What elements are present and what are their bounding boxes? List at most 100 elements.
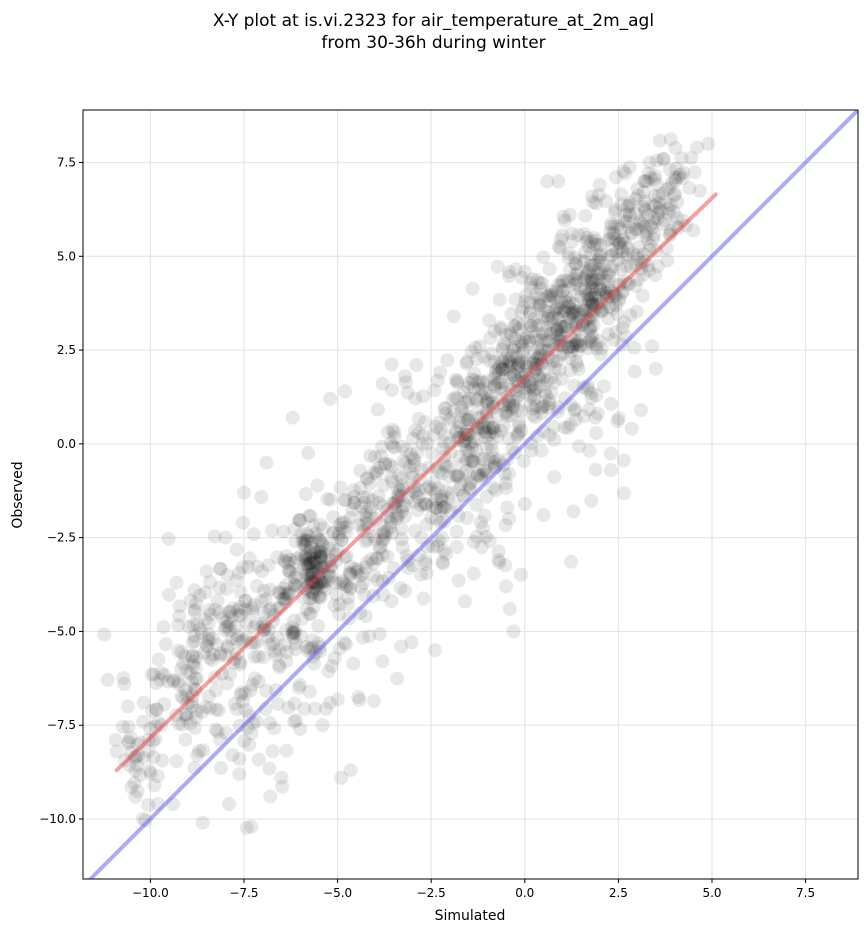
data-point xyxy=(249,616,264,631)
data-point xyxy=(424,498,439,513)
data-point xyxy=(510,429,525,444)
data-point xyxy=(525,324,540,339)
data-point xyxy=(373,540,388,555)
data-point xyxy=(229,573,244,588)
data-point xyxy=(179,707,194,722)
data-point xyxy=(398,509,413,524)
data-point xyxy=(604,262,619,277)
data-point xyxy=(531,318,546,332)
data-point xyxy=(606,226,621,241)
data-point xyxy=(343,580,358,595)
data-point xyxy=(580,335,595,350)
data-point xyxy=(546,420,561,435)
data-point xyxy=(296,532,311,547)
data-point xyxy=(501,354,516,369)
data-point xyxy=(363,448,378,463)
data-point xyxy=(222,623,237,638)
data-point xyxy=(293,677,308,692)
data-point xyxy=(511,359,526,374)
data-point xyxy=(431,481,446,496)
data-point xyxy=(531,298,546,313)
data-point xyxy=(208,722,223,737)
data-point xyxy=(607,205,622,220)
data-point xyxy=(589,388,604,403)
data-point xyxy=(437,435,452,450)
data-point xyxy=(484,425,499,439)
data-point xyxy=(535,342,550,357)
data-point xyxy=(323,391,338,406)
data-point xyxy=(232,565,246,580)
data-point xyxy=(613,262,628,277)
data-point xyxy=(603,446,618,461)
data-point xyxy=(287,696,302,711)
data-point xyxy=(213,561,228,576)
data-point xyxy=(558,295,573,309)
data-point xyxy=(357,588,372,602)
data-point xyxy=(508,331,523,346)
data-point xyxy=(339,579,354,594)
data-point xyxy=(343,581,358,596)
data-point xyxy=(510,357,525,372)
data-point xyxy=(411,483,426,498)
data-point xyxy=(462,477,477,492)
data-point xyxy=(298,487,313,501)
data-point xyxy=(301,558,316,573)
data-point xyxy=(348,561,363,576)
data-point xyxy=(330,692,345,707)
data-point xyxy=(565,306,580,321)
data-point xyxy=(553,301,568,316)
data-point xyxy=(276,581,291,596)
data-point xyxy=(338,493,353,508)
data-point xyxy=(383,520,398,535)
data-point xyxy=(481,420,496,435)
data-point xyxy=(480,393,495,408)
data-point xyxy=(506,368,521,382)
data-point xyxy=(490,407,504,422)
data-point xyxy=(515,338,530,353)
data-point xyxy=(529,273,544,288)
data-point xyxy=(277,585,292,600)
y-tick-label: 7.5 xyxy=(57,156,76,170)
data-point xyxy=(267,644,282,659)
data-point xyxy=(156,620,171,635)
data-point xyxy=(514,423,529,438)
data-point xyxy=(186,658,201,673)
data-point xyxy=(611,219,625,234)
data-point xyxy=(472,382,486,397)
data-point xyxy=(550,299,565,314)
data-point xyxy=(470,393,485,408)
data-point xyxy=(299,602,314,617)
data-point xyxy=(97,627,112,642)
data-point xyxy=(631,188,646,203)
data-point xyxy=(297,537,312,551)
data-point xyxy=(436,556,450,571)
data-point xyxy=(583,322,598,337)
data-point xyxy=(648,268,663,283)
data-point xyxy=(461,412,476,427)
data-point xyxy=(363,507,378,522)
data-point xyxy=(341,590,355,605)
data-point xyxy=(365,493,380,508)
data-point xyxy=(233,687,248,702)
data-point xyxy=(497,336,511,351)
data-point xyxy=(581,264,595,279)
data-point xyxy=(245,604,260,619)
data-point xyxy=(195,815,210,830)
data-point xyxy=(287,623,302,638)
data-point xyxy=(355,630,370,645)
data-point xyxy=(565,305,580,320)
data-point xyxy=(409,486,424,501)
data-point xyxy=(617,315,632,330)
data-point xyxy=(314,544,328,559)
data-point xyxy=(315,718,330,733)
data-point xyxy=(397,498,412,513)
data-point xyxy=(647,189,662,203)
data-point xyxy=(498,406,513,421)
data-point xyxy=(198,612,213,627)
data-point xyxy=(502,352,517,366)
data-point xyxy=(384,594,399,609)
data-point xyxy=(189,703,204,718)
data-point xyxy=(578,208,593,223)
data-point xyxy=(591,188,606,203)
data-point xyxy=(289,551,304,566)
